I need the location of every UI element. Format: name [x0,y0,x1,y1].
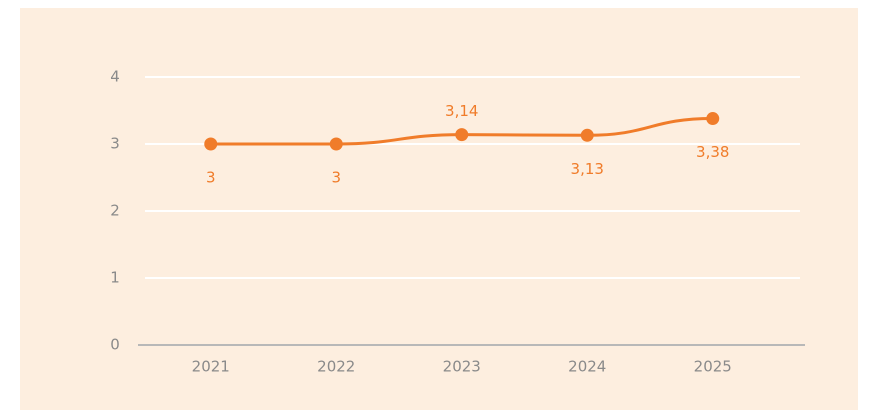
point [204,137,218,151]
value-label: 3 [206,169,216,187]
value-label: 3 [331,169,341,187]
y-tick-label: 3 [110,135,120,153]
value-label: 3,13 [571,160,604,178]
x-tick-label: 2023 [443,358,481,376]
point [580,128,594,142]
x-tick-label: 2025 [694,358,732,376]
value-label: 3,38 [696,143,729,161]
y-tick-label: 1 [110,269,120,287]
y-tick-label: 0 [110,336,120,354]
point [706,112,720,126]
point [455,128,469,142]
plot-background [20,8,858,410]
x-tick-label: 2021 [192,358,230,376]
value-label: 3,14 [445,102,478,120]
y-tick-label: 2 [110,202,120,220]
x-tick-label: 2022 [317,358,355,376]
x-tick-label: 2024 [568,358,606,376]
point [329,137,343,151]
y-tick-label: 4 [110,68,120,86]
